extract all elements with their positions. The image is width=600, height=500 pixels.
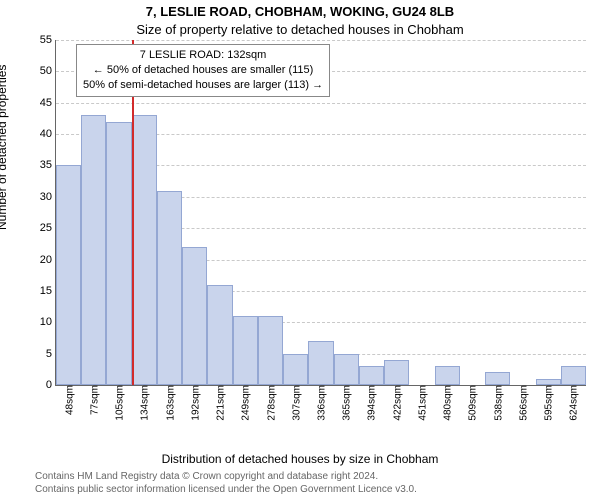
histogram-bar bbox=[359, 366, 384, 385]
x-tick-label: 480sqm bbox=[441, 385, 454, 421]
y-tick-label: 30 bbox=[22, 191, 56, 203]
x-tick-label: 566sqm bbox=[516, 385, 529, 421]
y-tick-label: 5 bbox=[22, 348, 56, 360]
gridline bbox=[56, 40, 586, 41]
x-tick-label: 624sqm bbox=[567, 385, 580, 421]
histogram-bar bbox=[182, 247, 207, 385]
x-axis-label: Distribution of detached houses by size … bbox=[0, 452, 600, 466]
annotation-line3: 50% of semi-detached houses are larger (… bbox=[83, 78, 323, 93]
y-tick-label: 40 bbox=[22, 128, 56, 140]
histogram-bar bbox=[334, 354, 359, 385]
y-tick-label: 10 bbox=[22, 316, 56, 328]
page-title-line2: Size of property relative to detached ho… bbox=[0, 22, 600, 37]
footer: Contains HM Land Registry data © Crown c… bbox=[35, 471, 592, 496]
y-tick-label: 15 bbox=[22, 285, 56, 297]
x-tick-label: 307sqm bbox=[289, 385, 302, 421]
x-tick-label: 77sqm bbox=[87, 385, 100, 415]
x-tick-label: 163sqm bbox=[163, 385, 176, 421]
gridline bbox=[56, 103, 586, 104]
histogram-bar bbox=[435, 366, 460, 385]
x-tick-label: 221sqm bbox=[214, 385, 227, 421]
y-tick-label: 20 bbox=[22, 254, 56, 266]
histogram-bar bbox=[56, 165, 81, 385]
x-tick-label: 394sqm bbox=[365, 385, 378, 421]
histogram-bar bbox=[283, 354, 308, 385]
histogram-plot-area: 051015202530354045505548sqm77sqm105sqm13… bbox=[55, 40, 586, 386]
x-tick-label: 278sqm bbox=[264, 385, 277, 421]
histogram-bar bbox=[258, 316, 283, 385]
x-tick-label: 192sqm bbox=[188, 385, 201, 421]
x-tick-label: 595sqm bbox=[542, 385, 555, 421]
histogram-bar bbox=[157, 191, 182, 385]
annotation-line2: ← 50% of detached houses are smaller (11… bbox=[83, 63, 323, 78]
y-tick-label: 55 bbox=[22, 34, 56, 46]
page-title-line1: 7, LESLIE ROAD, CHOBHAM, WOKING, GU24 8L… bbox=[0, 4, 600, 19]
y-tick-label: 35 bbox=[22, 159, 56, 171]
x-tick-label: 509sqm bbox=[466, 385, 479, 421]
y-tick-label: 0 bbox=[22, 379, 56, 391]
x-tick-label: 336sqm bbox=[315, 385, 328, 421]
histogram-bar bbox=[106, 122, 131, 385]
y-axis-label: Number of detached properties bbox=[0, 65, 9, 230]
histogram-bar bbox=[561, 366, 586, 385]
histogram-bar bbox=[132, 115, 157, 385]
x-tick-label: 134sqm bbox=[138, 385, 151, 421]
x-tick-label: 451sqm bbox=[415, 385, 428, 421]
x-tick-label: 538sqm bbox=[491, 385, 504, 421]
histogram-bar bbox=[81, 115, 106, 385]
x-tick-label: 48sqm bbox=[62, 385, 75, 415]
x-tick-label: 365sqm bbox=[340, 385, 353, 421]
x-tick-label: 105sqm bbox=[113, 385, 126, 421]
annotation-box: 7 LESLIE ROAD: 132sqm ← 50% of detached … bbox=[76, 44, 330, 97]
histogram-bar bbox=[384, 360, 409, 385]
y-tick-label: 50 bbox=[22, 65, 56, 77]
y-tick-label: 45 bbox=[22, 97, 56, 109]
x-tick-label: 249sqm bbox=[239, 385, 252, 421]
y-tick-label: 25 bbox=[22, 222, 56, 234]
histogram-bar bbox=[485, 372, 510, 385]
histogram-bar bbox=[207, 285, 232, 385]
x-tick-label: 422sqm bbox=[390, 385, 403, 421]
footer-line2: Contains public sector information licen… bbox=[35, 484, 592, 497]
footer-line1: Contains HM Land Registry data © Crown c… bbox=[35, 471, 592, 484]
histogram-bar bbox=[308, 341, 333, 385]
annotation-line1: 7 LESLIE ROAD: 132sqm bbox=[83, 48, 323, 63]
histogram-bar bbox=[233, 316, 258, 385]
